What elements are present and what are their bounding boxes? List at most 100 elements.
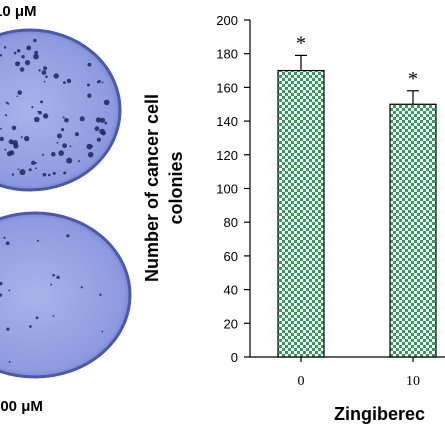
- colony-dot: [86, 143, 93, 150]
- colony-dot: [17, 90, 23, 95]
- colony-dot: [19, 67, 25, 72]
- bars: **: [277, 32, 437, 358]
- colony-dot: [87, 93, 92, 98]
- y-tick-label: 140: [216, 114, 238, 129]
- y-tick-label: 80: [224, 215, 238, 230]
- plate-label-100um: 100 μM: [0, 398, 43, 415]
- colony-dot: [57, 133, 62, 139]
- colony-dot: [66, 234, 70, 238]
- colony-dot: [78, 160, 81, 163]
- colony-dot: [62, 116, 65, 119]
- colony-dot: [45, 75, 48, 79]
- colony-dot: [24, 135, 30, 142]
- colony-dot: [31, 160, 36, 165]
- colony-dots-10um: [0, 38, 110, 177]
- colony-dot: [10, 142, 13, 145]
- colony-dot: [87, 151, 94, 158]
- colony-dot: [96, 137, 101, 142]
- colony-dot: [52, 273, 55, 277]
- colony-dot: [7, 102, 10, 105]
- colony-dot: [5, 241, 10, 246]
- colony-dot: [94, 126, 100, 132]
- colony-dot: [100, 117, 106, 123]
- y-tick-label: 20: [224, 316, 238, 331]
- x-tick-label: 10: [406, 374, 420, 389]
- colony-dot: [33, 53, 39, 60]
- colony-dot: [38, 69, 41, 72]
- colony-dot: [79, 116, 85, 122]
- colony-dot: [8, 289, 11, 292]
- bar-0: [277, 69, 325, 358]
- colony-dot: [6, 151, 12, 157]
- colony-dot: [103, 99, 110, 106]
- colony-dot: [21, 55, 25, 59]
- colony-dot: [58, 150, 64, 156]
- y-tick-label: 0: [231, 350, 238, 365]
- colony-dot: [35, 316, 39, 320]
- colony-dot: [66, 78, 72, 84]
- colony-dot: [52, 171, 56, 175]
- colony-dot: [104, 121, 108, 125]
- colony-dot: [5, 101, 8, 104]
- colony-dot: [36, 239, 39, 242]
- colony-dot: [101, 330, 104, 333]
- colony-dot: [63, 171, 67, 175]
- colony-dot: [87, 83, 90, 87]
- colony-dot: [66, 157, 73, 164]
- colony-dot: [62, 143, 67, 149]
- colony-dot: [90, 145, 94, 148]
- y-tick-label: 180: [216, 47, 238, 62]
- y-axis-label-line1: Number of cancer cell: [142, 94, 162, 282]
- colony-dot: [35, 167, 37, 170]
- x-axis-ticks: 0 10: [298, 357, 420, 389]
- colony-dot: [5, 114, 8, 117]
- colony-dot: [29, 325, 32, 328]
- bar-10: [389, 103, 437, 358]
- colony-dot: [96, 80, 100, 84]
- colony-dot: [8, 360, 11, 363]
- x-tick-label: 0: [298, 374, 305, 389]
- y-tick-label: 100: [216, 182, 238, 197]
- colony-dot: [17, 61, 20, 65]
- colony-dot: [12, 139, 18, 146]
- colony-dot: [69, 145, 72, 148]
- colony-dot: [38, 110, 42, 115]
- colony-dot: [41, 70, 47, 75]
- colony-dot: [56, 142, 59, 144]
- colony-dot: [48, 173, 51, 177]
- colony-dots-100um: [0, 234, 104, 363]
- colony-dot: [28, 168, 32, 172]
- petri-dish-10um: [0, 28, 122, 192]
- colony-dot: [17, 168, 20, 171]
- significance-marker: *: [296, 32, 306, 54]
- colony-dot: [101, 130, 106, 136]
- petri-dish-100um: [0, 211, 132, 379]
- colony-dot: [42, 113, 49, 119]
- colony-dot: [0, 281, 3, 286]
- colony-dot: [53, 73, 59, 79]
- plate-label-10um: 10 μM: [0, 3, 37, 20]
- colony-dot: [0, 293, 3, 297]
- colony-dot: [24, 60, 31, 66]
- colony-dot: [16, 49, 21, 53]
- colony-dot: [74, 132, 79, 137]
- colony-dot: [34, 50, 39, 55]
- colony-dot: [64, 118, 69, 123]
- colony-dot: [0, 127, 2, 130]
- colony-dot: [26, 45, 32, 51]
- colony-dot: [34, 116, 40, 123]
- colony-dot: [0, 54, 3, 57]
- y-tick-label: 160: [216, 80, 238, 95]
- colony-dot: [3, 236, 6, 239]
- colony-dot: [19, 169, 26, 176]
- colony-dot: [87, 62, 92, 67]
- y-axis-ticks: 0 20 40 60 80 100 120 140 160 180 200: [216, 13, 250, 365]
- colony-dot: [40, 100, 44, 104]
- colony-dot: [41, 153, 45, 156]
- colony-dot: [43, 66, 48, 71]
- colony-dot: [101, 81, 104, 84]
- plate-images: [0, 28, 132, 379]
- y-tick-label: 40: [224, 283, 238, 298]
- colony-dot: [51, 151, 56, 157]
